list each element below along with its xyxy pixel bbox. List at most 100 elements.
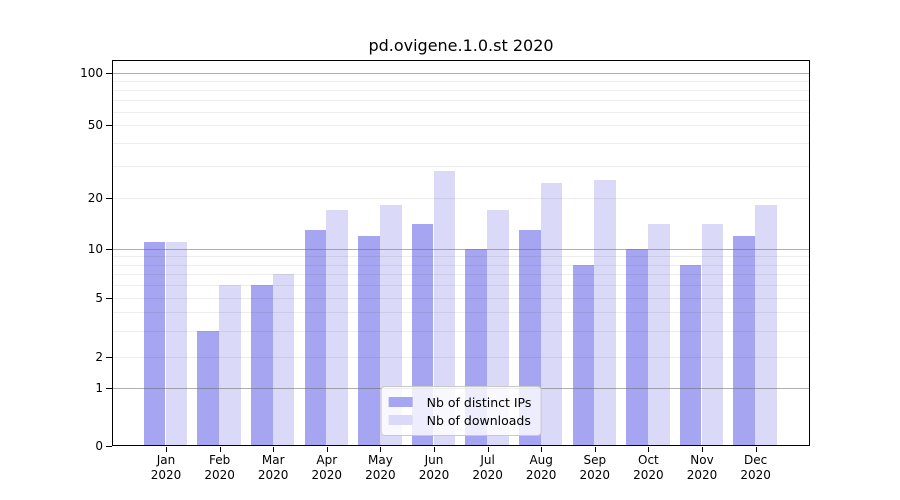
x-tick-label-jun: Jun 2020 [404,453,464,483]
bar-ips-mar [250,285,273,446]
grid-line-minor [112,89,810,91]
y-tick-mark-10 [106,249,112,250]
x-tick-month-line: Apr [316,453,338,467]
x-tick-year-line: 2020 [686,468,718,482]
x-tick-label-feb: Feb 2020 [190,453,250,483]
grid-line-minor [112,142,810,144]
x-tick-label-oct: Oct 2020 [618,453,678,483]
x-tick-year-line: 2020 [740,468,771,482]
x-tick-month-line: Jan [156,453,176,467]
bar-ips-nov [679,264,702,446]
x-tick-year-line: 2020 [579,468,611,482]
x-tick-month-line: Aug [529,453,553,467]
x-tick-year-line: 2020 [365,468,396,482]
x-tick-year-line: 2020 [472,468,503,482]
legend-label-downloads: Nb of downloads [426,412,531,428]
legend-item-downloads: Nb of downloads [388,411,532,429]
grid-line-minor [112,197,810,199]
x-tick-month-line: Oct [638,453,659,467]
x-tick-mark-jul [487,447,489,452]
bar-downloads-feb [219,285,241,446]
x-tick-label-mar: Mar 2020 [243,453,303,483]
x-tick-label-apr: Apr 2020 [297,453,357,483]
grid-line-minor [112,111,810,113]
bar-downloads-nov [701,224,724,446]
x-tick-label-nov: Nov 2020 [672,453,732,483]
legend-swatch-distinct-ips [388,397,413,407]
grid-line-major [112,72,810,74]
y-tick-mark-100 [106,72,112,74]
grid-line-minor [112,165,810,167]
x-tick-mark-mar [273,447,275,452]
x-tick-month-line: Sep [583,453,607,467]
grid-line-minor [112,330,810,332]
x-tick-mark-oct [648,447,650,452]
x-tick-month-line: Jul [480,453,495,467]
legend: Nb of distinct IPs Nb of downloads [380,386,542,436]
grid-line-minor [112,264,810,266]
legend-swatch-downloads [388,415,413,425]
grid-line-minor [112,99,810,101]
bar-downloads-dec [755,205,777,446]
y-tick-mark-2 [106,356,112,358]
y-tick-label-20: 20 [87,190,103,205]
bar-ips-jan [143,241,166,446]
x-tick-mark-feb [219,447,221,452]
y-tick-mark-1 [106,388,112,389]
x-tick-label-sep: Sep 2020 [565,453,625,483]
legend-item-distinct-ips: Nb of distinct IPs [388,393,532,411]
x-tick-mark-aug [541,447,543,452]
x-tick-mark-dec [755,447,757,452]
bar-downloads-aug [540,183,563,446]
x-tick-year-line: 2020 [204,468,235,482]
chart-title: pd.ovigene.1.0.st 2020 [368,36,554,55]
x-tick-mark-sep [594,447,596,452]
x-tick-label-jan: Jan 2020 [136,453,196,483]
x-tick-month-line: Feb [208,453,231,467]
y-tick-mark-0 [106,446,112,447]
y-tick-label-10: 10 [87,242,103,256]
x-tick-year-line: 2020 [150,468,182,482]
legend-label-distinct-ips: Nb of distinct IPs [426,394,532,410]
x-tick-month-line: May [367,453,393,467]
x-tick-mark-nov [702,447,703,452]
bar-downloads-jun [433,171,456,446]
y-tick-label-50: 50 [87,118,103,133]
y-tick-label-1: 1 [95,381,103,395]
grid-line-minor [112,256,810,258]
y-tick-label-5: 5 [95,291,103,305]
bar-downloads-oct [647,224,670,446]
x-tick-month-line: Mar [261,453,285,467]
x-tick-month-line: Dec [743,453,768,467]
x-tick-year-line: 2020 [257,468,289,482]
grid-line-major [112,249,810,250]
grid-line-minor [112,298,810,299]
y-tick-mark-50 [106,125,112,127]
x-tick-mark-apr [326,447,328,452]
bar-downloads-jan [165,241,188,446]
x-tick-label-dec: Dec 2020 [726,453,786,483]
y-tick-mark-5 [106,298,112,299]
x-tick-mark-may [380,447,382,452]
x-tick-month-line: Nov [690,453,714,467]
bar-ips-may [358,235,380,446]
grid-line-minor [112,312,810,314]
x-tick-label-aug: Aug 2020 [511,453,571,483]
bar-ips-apr [304,229,327,446]
bar-downloads-sep [594,179,617,446]
grid-line-minor [112,285,810,287]
y-tick-label-0: 0 [95,439,103,453]
x-tick-year-line: 2020 [311,468,343,482]
grid-line-minor [112,274,810,276]
bar-ips-sep [572,264,595,446]
y-tick-label-2: 2 [95,349,103,364]
y-tick-label-100: 100 [80,65,103,80]
plot-area: Nb of distinct IPs Nb of downloads [112,60,810,446]
x-tick-year-line: 2020 [418,468,450,482]
bar-downloads-may [379,205,402,446]
bar-ips-oct [626,249,648,446]
x-tick-label-may: May 2020 [350,453,410,483]
grid-line-minor [112,356,810,358]
x-tick-year-line: 2020 [525,468,557,482]
